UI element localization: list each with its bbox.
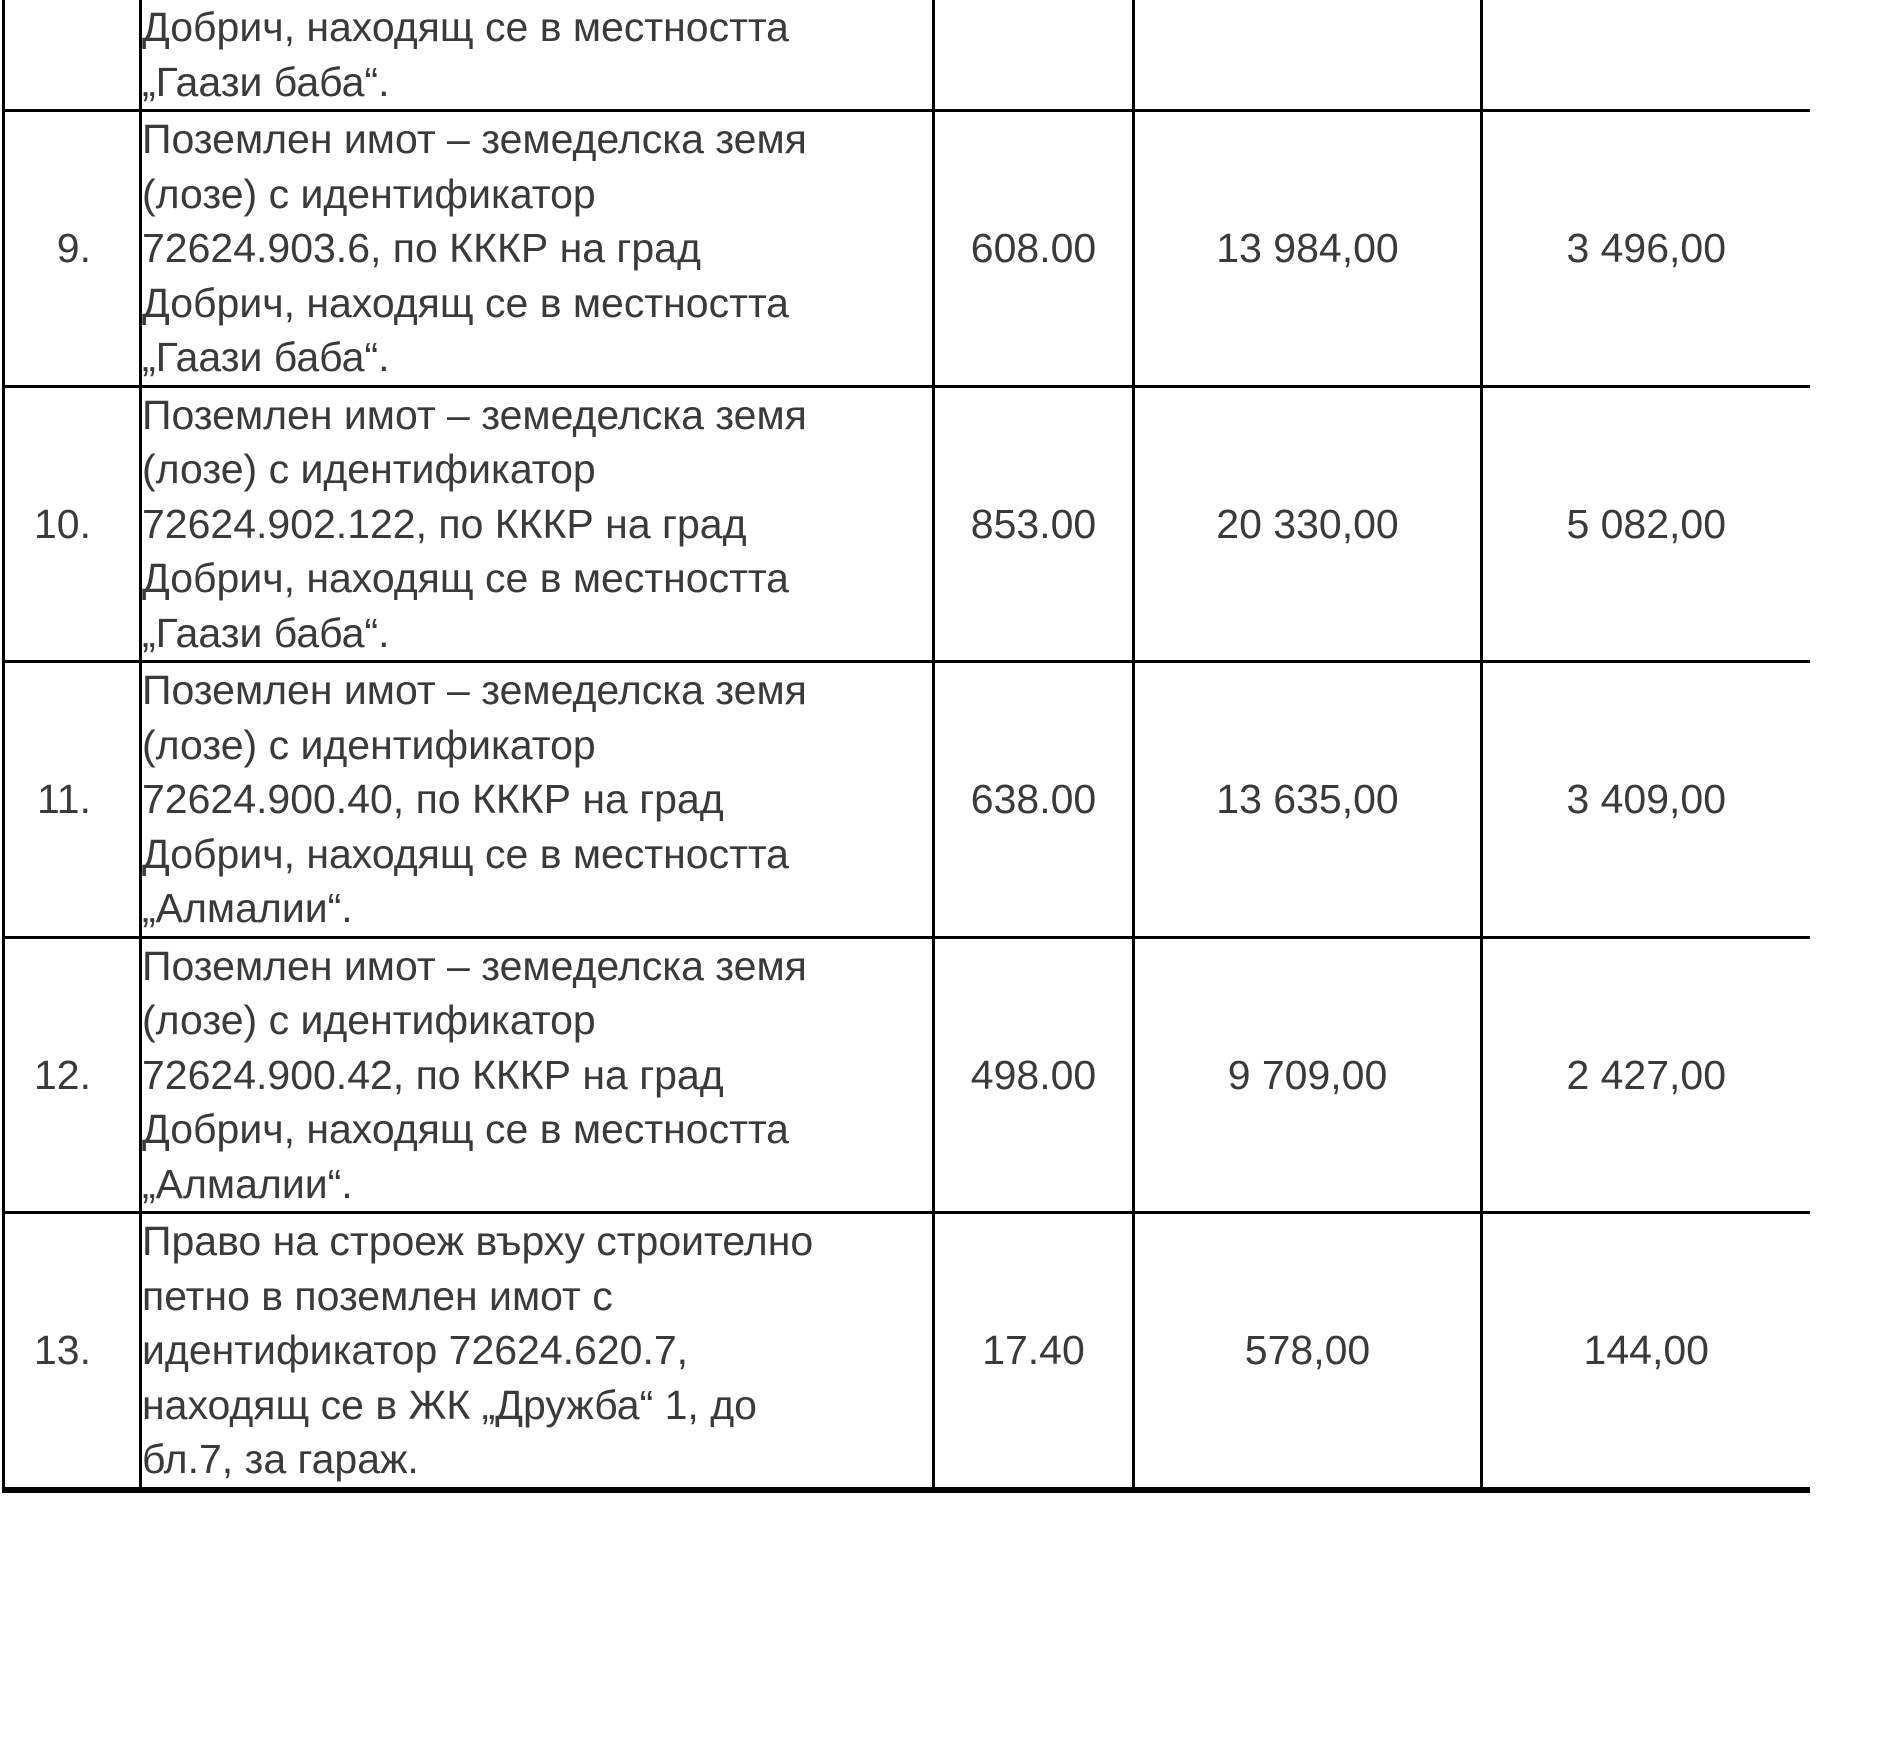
row-value1-cell: 9 709,00 — [1132, 935, 1483, 1215]
row-index-cell — [2, 0, 142, 113]
row-description: Поземлен имот – земеделска земя (лозе) с… — [142, 116, 807, 381]
row-value2-cell: 3 496,00 — [1480, 109, 1810, 388]
row-value2: 3 496,00 — [1566, 225, 1727, 272]
row-area-cell: 498.00 — [932, 935, 1135, 1215]
row-value2-cell — [1480, 1486, 1810, 1493]
property-table: Добрич, находящ се в местността „Гаази б… — [2, 0, 1810, 1493]
row-description-cell: Поземлен имот – земеделска земя (лозе) с… — [139, 935, 935, 1215]
table-row: 10. Поземлен имот – земеделска земя (лоз… — [2, 384, 1810, 664]
row-area: 17.40 — [982, 1327, 1085, 1374]
row-index: 9. — [56, 225, 91, 272]
table-body: Добрич, находящ се в местността „Гаази б… — [2, 0, 1810, 1493]
row-index-cell: 13. — [2, 1211, 142, 1490]
table-row: 11. Поземлен имот – земеделска земя (лоз… — [2, 660, 1810, 939]
row-area: 608.00 — [970, 225, 1097, 272]
row-value1-cell: 20 330,00 — [1132, 384, 1483, 664]
row-index: 10. — [34, 500, 91, 547]
row-description: Поземлен имот – земеделска земя (лозе) с… — [142, 942, 807, 1207]
row-description-cell: Добрич, находящ се в местността „Гаази б… — [139, 0, 935, 113]
row-index: 12. — [34, 1051, 91, 1098]
row-index-cell: 9. — [2, 109, 142, 388]
row-description-cell — [139, 1486, 935, 1493]
table-row: 9. Поземлен имот – земеделска земя (лозе… — [2, 109, 1810, 388]
row-value2: 5 082,00 — [1566, 500, 1727, 547]
row-value1: 13 984,00 — [1216, 225, 1399, 272]
row-value1-cell: 578,00 — [1132, 1211, 1483, 1490]
row-description: Поземлен имот – земеделска земя (лозе) с… — [142, 391, 807, 656]
row-area: 498.00 — [970, 1051, 1097, 1098]
row-area-cell: 638.00 — [932, 660, 1135, 939]
row-area-cell: 17.40 — [932, 1211, 1135, 1490]
row-index: 11. — [37, 776, 91, 823]
row-index-cell: 10. — [2, 384, 142, 664]
row-value1: 578,00 — [1244, 1327, 1371, 1374]
row-value1-cell: 13 635,00 — [1132, 660, 1483, 939]
row-area: 853.00 — [970, 500, 1097, 547]
row-description: Добрич, находящ се в местността „Гаази б… — [142, 4, 789, 105]
row-value1-cell — [1132, 0, 1483, 113]
row-area-cell — [932, 0, 1135, 113]
row-index: 13. — [34, 1327, 91, 1374]
row-description: Право на строеж върху строително петно в… — [142, 1218, 814, 1483]
row-value2-cell: 144,00 — [1480, 1211, 1810, 1490]
row-value1: 13 635,00 — [1216, 776, 1399, 823]
row-value1-cell — [1132, 1486, 1483, 1493]
row-value1: 9 709,00 — [1227, 1051, 1388, 1098]
row-value1-cell: 13 984,00 — [1132, 109, 1483, 388]
row-area-cell: 608.00 — [932, 109, 1135, 388]
table-row — [2, 1486, 1810, 1493]
row-value2-cell: 5 082,00 — [1480, 384, 1810, 664]
row-description-cell: Поземлен имот – земеделска земя (лозе) с… — [139, 109, 935, 388]
row-value2-cell: 3 409,00 — [1480, 660, 1810, 939]
table-row: Добрич, находящ се в местността „Гаази б… — [2, 0, 1810, 113]
row-description-cell: Поземлен имот – земеделска земя (лозе) с… — [139, 384, 935, 664]
row-area-cell: 853.00 — [932, 384, 1135, 664]
row-value2: 3 409,00 — [1566, 776, 1727, 823]
table-row: 12. Поземлен имот – земеделска земя (лоз… — [2, 935, 1810, 1215]
row-description-cell: Право на строеж върху строително петно в… — [139, 1211, 935, 1490]
row-area: 638.00 — [970, 776, 1097, 823]
row-description-cell: Поземлен имот – земеделска земя (лозе) с… — [139, 660, 935, 939]
row-value2-cell — [1480, 0, 1810, 113]
row-description: Поземлен имот – земеделска земя (лозе) с… — [142, 667, 807, 932]
row-value2: 144,00 — [1583, 1327, 1709, 1374]
row-value2: 2 427,00 — [1566, 1051, 1727, 1098]
row-index-cell: 12. — [2, 935, 142, 1215]
row-index-cell — [2, 1486, 142, 1493]
row-index-cell: 11. — [2, 660, 142, 939]
table-row: 13. Право на строеж върху строително пет… — [2, 1211, 1810, 1490]
row-value1: 20 330,00 — [1216, 500, 1399, 547]
row-area-cell — [932, 1486, 1135, 1493]
row-value2-cell: 2 427,00 — [1480, 935, 1810, 1215]
